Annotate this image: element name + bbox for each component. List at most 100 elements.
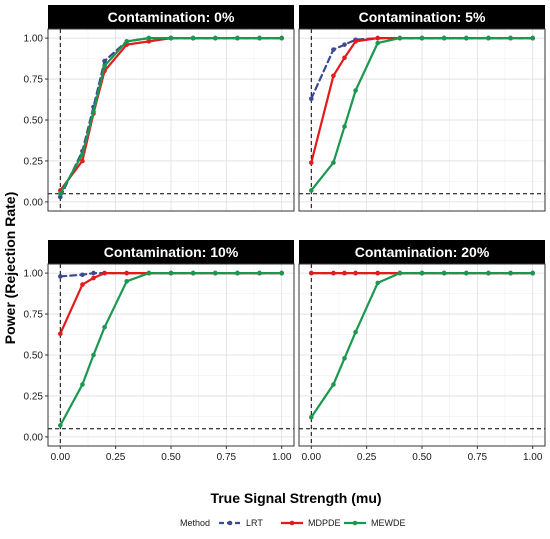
x-tick-label: 0.50 — [412, 452, 432, 463]
data-point-mdpde — [58, 331, 63, 337]
x-axis-title: True Signal Strength (mu) — [210, 490, 381, 506]
data-point-mewde — [397, 270, 403, 276]
data-point-mdpde — [102, 270, 107, 276]
data-point-mewde — [353, 88, 358, 93]
data-point-mewde — [102, 63, 107, 69]
data-point-mdpde — [331, 270, 336, 276]
data-point-mewde — [353, 329, 358, 335]
data-point-mewde — [190, 270, 196, 276]
data-point-mewde — [508, 35, 513, 41]
data-point-mewde — [235, 35, 240, 41]
x-tick-label: 1.00 — [272, 452, 292, 463]
data-point-mewde — [58, 423, 63, 428]
data-point-lrt — [342, 42, 347, 47]
legend-key-point — [289, 520, 295, 526]
facet-title: Contamination: 10% — [104, 244, 239, 260]
x-tick-label: 0.50 — [161, 452, 181, 463]
data-point-mewde — [331, 160, 336, 165]
data-point-lrt — [102, 58, 107, 64]
facet-strip — [299, 240, 545, 264]
data-point-mewde — [375, 280, 381, 286]
data-point-mewde — [508, 270, 513, 276]
legend-item-mewde: MEWDE — [344, 518, 406, 528]
legend-title: Method — [180, 518, 210, 528]
data-point-mewde — [257, 270, 262, 276]
data-point-mewde — [91, 109, 96, 115]
y-tick-label: 1.00 — [24, 34, 44, 45]
data-point-mewde — [530, 270, 535, 276]
data-point-mewde — [375, 40, 381, 46]
data-point-mewde — [309, 414, 314, 420]
data-point-mewde — [212, 270, 218, 276]
data-point-mewde — [146, 35, 152, 41]
facet-strip — [48, 240, 294, 264]
series-line-mewde — [310, 272, 534, 419]
data-point-mewde — [146, 270, 152, 276]
data-point-mewde — [419, 270, 425, 276]
data-point-mewde — [124, 39, 130, 44]
data-point-mewde — [168, 270, 174, 276]
data-point-mewde — [342, 355, 347, 361]
legend-label: MEWDE — [371, 518, 406, 528]
data-point-mewde — [486, 35, 491, 41]
data-point-mewde — [102, 324, 107, 330]
data-point-mewde — [441, 270, 447, 276]
data-point-mewde — [124, 278, 130, 284]
data-point-mewde — [419, 35, 425, 41]
legend-label: MDPDE — [308, 518, 341, 528]
x-tick-label: 0.00 — [51, 452, 71, 463]
data-point-lrt — [309, 96, 314, 102]
series-line-mewde — [59, 36, 283, 195]
data-point-mdpde — [124, 270, 130, 276]
data-point-mewde — [91, 352, 96, 358]
data-point-mdpde — [353, 39, 358, 44]
data-point-mewde — [235, 270, 240, 276]
data-point-mewde — [342, 124, 347, 129]
data-point-mewde — [331, 382, 336, 387]
data-point-lrt — [58, 194, 63, 200]
data-point-mewde — [309, 188, 314, 193]
data-point-mdpde — [80, 158, 85, 164]
x-tick-label: 0.75 — [217, 452, 237, 463]
data-point-mdpde — [342, 55, 347, 61]
data-point-lrt — [91, 270, 96, 276]
data-point-mdpde — [80, 282, 85, 287]
data-point-mewde — [168, 35, 174, 41]
data-point-mewde — [257, 35, 262, 41]
panel-border — [298, 28, 546, 212]
data-point-mewde — [212, 35, 218, 41]
data-point-mewde — [80, 382, 85, 387]
data-point-mewde — [397, 35, 403, 41]
legend: Method LRT MDPDE MEWDE — [180, 518, 406, 528]
y-tick-label: 0.75 — [24, 310, 44, 321]
y-tick-label: 0.25 — [24, 156, 44, 167]
data-point-mdpde — [342, 270, 347, 276]
x-tick-label: 0.25 — [357, 452, 377, 463]
panels: Contamination: 0%0.000.250.500.751.00Con… — [24, 5, 546, 463]
legend-item-mdpde: MDPDE — [281, 518, 341, 528]
y-axis-title: Power (Rejection Rate) — [2, 192, 18, 344]
data-point-mdpde — [353, 270, 358, 276]
y-tick-label: 0.50 — [24, 351, 44, 362]
panel-4: Contamination: 20% 0.00 0.25 0.50 0.75 1.00 — [298, 240, 546, 463]
legend-key-point — [352, 520, 358, 526]
facet-title: Contamination: 20% — [355, 244, 490, 260]
series-line-mewde — [59, 272, 283, 427]
legend-key-point — [227, 520, 233, 526]
x-tick-label: 1.00 — [523, 452, 543, 463]
data-point-lrt — [331, 47, 336, 52]
data-point-mdpde — [375, 35, 381, 41]
legend-item-lrt: LRT — [219, 518, 263, 528]
data-point-lrt — [80, 272, 85, 278]
data-point-mdpde — [375, 270, 381, 276]
y-tick-label: 1.00 — [24, 269, 44, 280]
data-point-mewde — [530, 35, 535, 41]
y-tick-label: 0.50 — [24, 116, 44, 127]
data-point-mdpde — [331, 73, 336, 79]
facet-strip — [48, 5, 294, 29]
data-point-mewde — [190, 35, 196, 41]
panel-2: Contamination: 5% — [298, 5, 546, 212]
x-tick-label: 0.25 — [106, 452, 126, 463]
data-point-mewde — [58, 191, 63, 197]
